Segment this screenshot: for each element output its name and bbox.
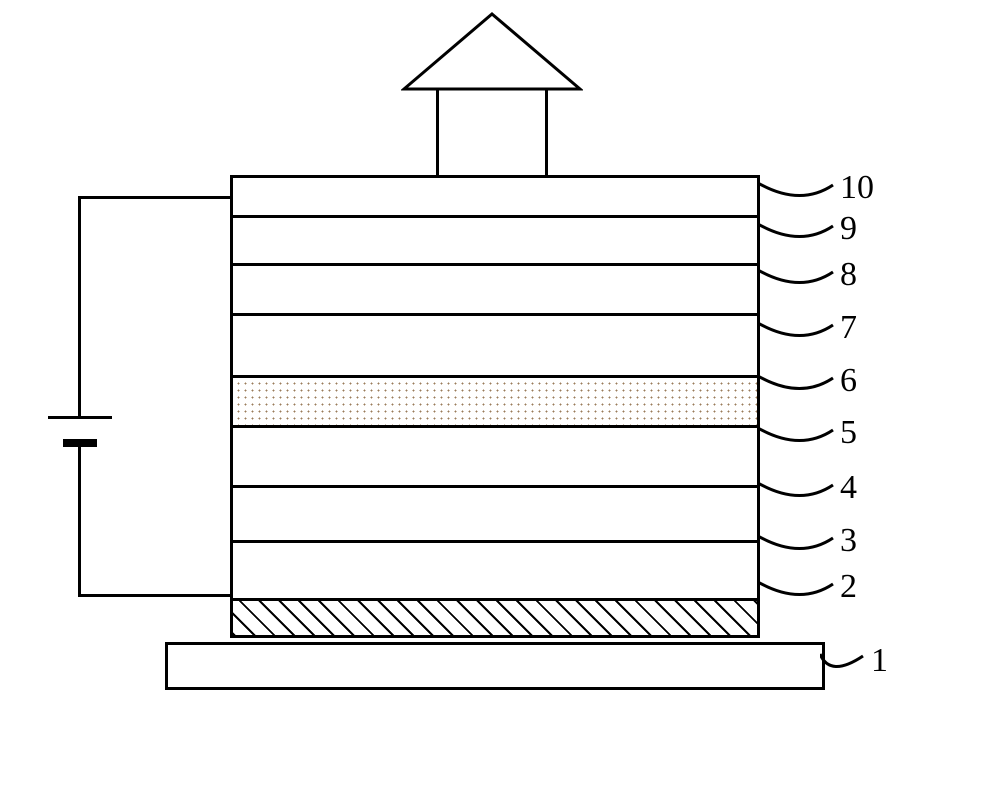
label-4: 4	[840, 471, 857, 505]
label-7: 7	[840, 311, 857, 345]
leader-1	[820, 650, 867, 682]
arrow-head	[401, 11, 583, 92]
layer-8	[230, 263, 760, 313]
leader-4	[758, 479, 837, 511]
label-5: 5	[840, 416, 857, 450]
leader-7	[758, 319, 837, 351]
diagram-stage: 10 9 8 7 6 5 4 3 2 1	[0, 0, 1000, 805]
layer-9	[230, 215, 760, 263]
label-6: 6	[840, 364, 857, 398]
layer-7	[230, 313, 760, 375]
label-10: 10	[840, 171, 874, 205]
substrate-layer	[165, 642, 825, 690]
layer-5	[230, 425, 760, 485]
layer-stack	[230, 175, 760, 638]
leader-9	[758, 220, 837, 252]
leader-2	[758, 578, 837, 610]
layer-4	[230, 485, 760, 540]
leader-6	[758, 372, 837, 404]
label-3: 3	[840, 524, 857, 558]
layer-6	[230, 375, 760, 425]
label-8: 8	[840, 258, 857, 292]
layer-3	[230, 540, 760, 598]
label-1: 1	[871, 644, 888, 678]
wire-left-upper	[78, 196, 81, 417]
battery-short-plate	[63, 439, 97, 447]
battery-long-plate	[48, 416, 112, 419]
leader-5	[758, 424, 837, 456]
label-9: 9	[840, 212, 857, 246]
layer-10	[230, 175, 760, 215]
label-2: 2	[840, 570, 857, 604]
wire-left-lower	[78, 443, 81, 597]
leader-8	[758, 266, 837, 298]
leader-10	[758, 179, 837, 211]
wire-top	[78, 196, 230, 199]
wire-bottom	[78, 594, 230, 597]
layer-2	[230, 598, 760, 638]
leader-3	[758, 532, 837, 564]
